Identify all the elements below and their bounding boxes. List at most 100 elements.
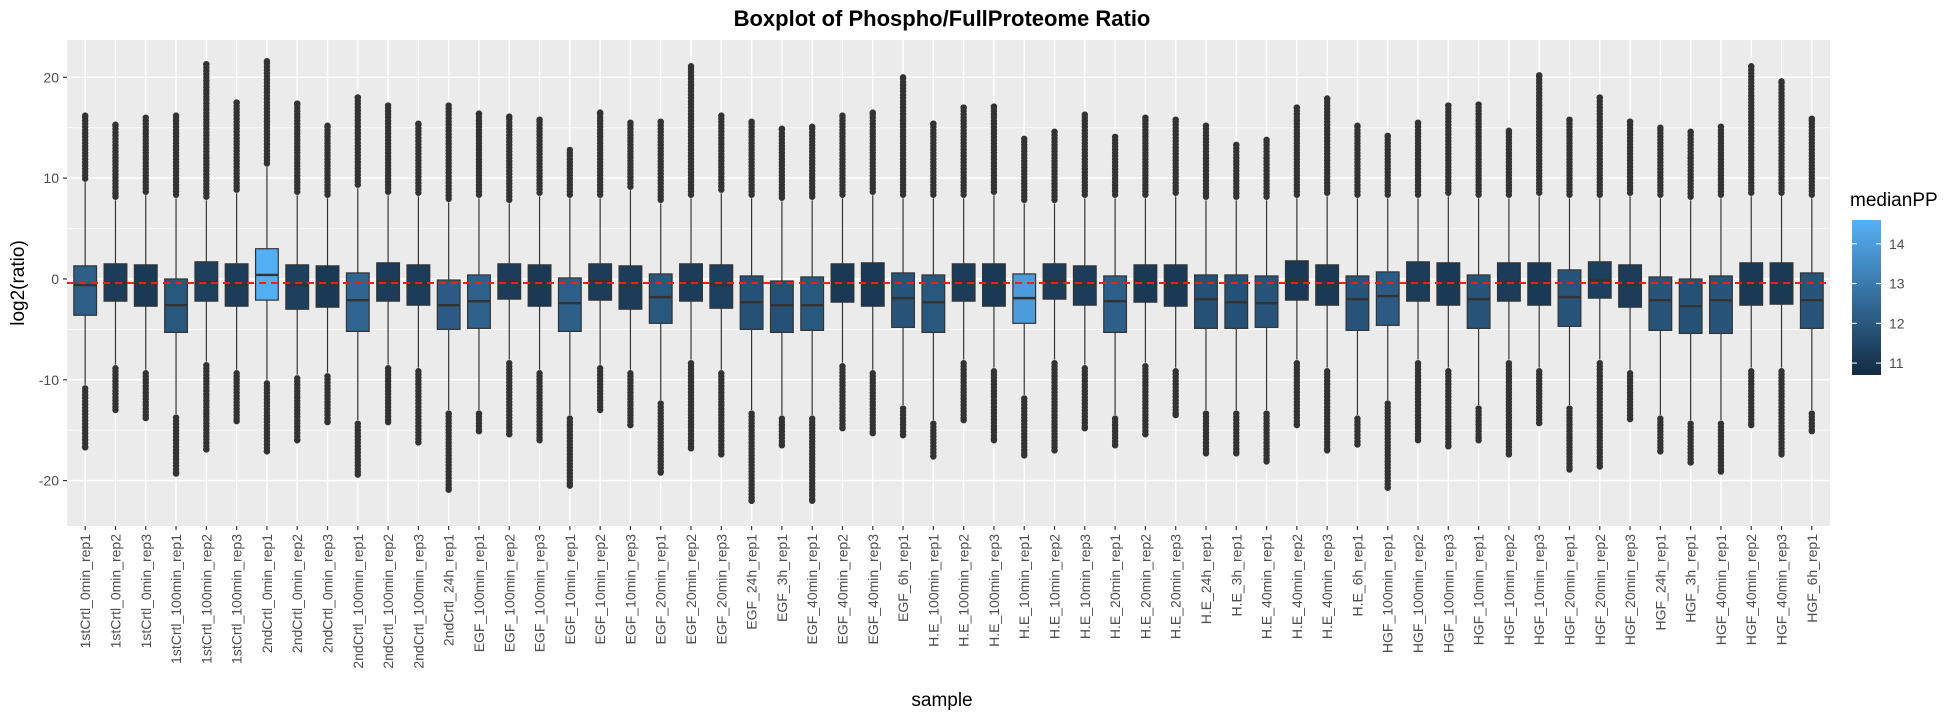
box-HGF_6h_rep1 <box>1799 115 1824 435</box>
upper-outliers <box>596 109 604 198</box>
outlier-point <box>1535 72 1543 79</box>
box-H.E_6h_rep1 <box>1345 122 1370 448</box>
box-EGF_6h_rep1 <box>891 74 916 439</box>
outlier-point <box>233 417 240 425</box>
outlier-point <box>657 118 664 125</box>
outlier-point <box>869 109 876 116</box>
x-axis-title: sample <box>911 690 972 711</box>
outlier-point <box>1354 441 1361 448</box>
outlier-point <box>960 104 967 111</box>
outlier-point <box>990 437 998 444</box>
upper-outliers <box>475 110 483 198</box>
lower-outliers <box>112 365 119 414</box>
lower-outliers <box>990 368 998 444</box>
box-EGF_40min_rep1 <box>800 123 825 504</box>
outlier-point <box>384 102 392 109</box>
legend: medianPP 11 12 13 14 <box>1850 190 1938 375</box>
box-HGF_3h_rep1 <box>1678 128 1703 466</box>
outlier-point <box>445 486 452 493</box>
upper-outliers <box>1687 128 1694 200</box>
outlier-point <box>475 428 483 435</box>
lower-outliers <box>1202 410 1210 457</box>
outlier-point <box>1808 428 1816 435</box>
outlier-point <box>142 114 149 121</box>
box-H.E_20min_rep3 <box>1163 116 1188 419</box>
outlier-point <box>536 437 543 444</box>
lower-outliers <box>294 375 301 444</box>
x-tick-label: EGF_6h_rep1 <box>895 534 911 622</box>
y-axis: -20 -10 0 10 20 <box>39 69 67 489</box>
box-EGF_100min_rep3 <box>527 116 552 444</box>
x-tick-label: EGF_20min_rep3 <box>713 534 729 645</box>
outlier-point <box>960 416 967 424</box>
outlier-point <box>596 109 604 116</box>
outlier-point <box>627 119 634 126</box>
outlier-point <box>354 471 362 478</box>
lower-outliers <box>1535 368 1543 427</box>
upper-outliers <box>506 113 513 204</box>
outlier-point <box>778 125 786 132</box>
outlier-point <box>263 448 271 455</box>
box-iqr <box>648 273 673 324</box>
outlier-point <box>1384 132 1391 139</box>
lower-outliers <box>445 410 452 493</box>
box-EGF_20min_rep1 <box>648 118 673 476</box>
outlier-point <box>1202 450 1210 457</box>
upper-outliers <box>324 122 331 198</box>
outlier-point <box>1778 78 1785 85</box>
upper-outliers <box>778 125 786 201</box>
lower-outliers <box>475 410 483 435</box>
lower-outliers <box>899 405 907 439</box>
outlier-point <box>294 100 301 107</box>
box-iqr <box>1345 275 1370 331</box>
x-tick-label: EGF_40min_rep2 <box>834 534 850 645</box>
x-tick-label: EGF_3h_rep1 <box>774 534 790 622</box>
x-tick-label: 1stCrtl_0min_rep1 <box>77 534 93 649</box>
lower-outliers <box>506 359 513 438</box>
box-EGF_100min_rep2 <box>497 113 522 438</box>
x-tick-label: 2ndCrtl_100min_rep3 <box>410 534 426 669</box>
legend-ticks: 11 12 13 14 <box>1852 236 1905 371</box>
upper-outliers <box>1233 141 1240 200</box>
lower-outliers <box>1626 370 1634 423</box>
outlier-point <box>718 112 725 119</box>
x-tick-label: 2ndCrtl_0min_rep2 <box>289 534 305 653</box>
outlier-point <box>1596 463 1603 470</box>
upper-outliers <box>536 116 543 196</box>
outlier-point <box>1051 447 1058 454</box>
upper-outliers <box>1505 127 1513 198</box>
box-H.E_10min_rep3 <box>1072 111 1097 432</box>
upper-outliers <box>1626 118 1634 196</box>
box-2ndCrtl_0min_rep3 <box>315 122 340 426</box>
outlier-point <box>1323 95 1331 102</box>
outlier-point <box>990 103 998 110</box>
box-HGF_100min_rep3 <box>1436 102 1461 450</box>
box-EGF_24h_rep1 <box>739 118 764 504</box>
box-1stCrtl_100min_rep1 <box>164 112 189 477</box>
x-tick-label: H.E_24h_rep1 <box>1198 534 1214 625</box>
outlier-point <box>324 418 331 426</box>
lower-outliers <box>384 365 392 426</box>
outlier-point <box>1475 437 1482 444</box>
outlier-point <box>1202 122 1210 129</box>
upper-outliers <box>203 60 210 200</box>
outlier-point <box>445 102 452 109</box>
box-iqr <box>921 274 946 334</box>
outlier-point <box>1445 102 1452 109</box>
upper-outliers <box>1172 116 1179 196</box>
box-2ndCrtl_100min_rep3 <box>406 120 431 446</box>
upper-outliers <box>1445 102 1452 196</box>
x-tick-label: HGF_100min_rep1 <box>1380 534 1396 653</box>
upper-outliers <box>657 118 664 204</box>
lower-outliers <box>1475 405 1482 444</box>
outlier-point <box>384 418 392 426</box>
x-axis: 1stCrtl_0min_rep1 1stCrtl_0min_rep2 1stCrt… <box>77 526 1820 669</box>
outlier-point <box>1626 118 1634 125</box>
outlier-point <box>112 406 119 414</box>
legend-tick-label: 11 <box>1889 355 1904 371</box>
outlier-point <box>687 445 695 452</box>
outlier-point <box>172 112 180 119</box>
outlier-point <box>475 110 483 117</box>
outlier-point <box>1384 484 1391 491</box>
outlier-point <box>1566 466 1573 473</box>
